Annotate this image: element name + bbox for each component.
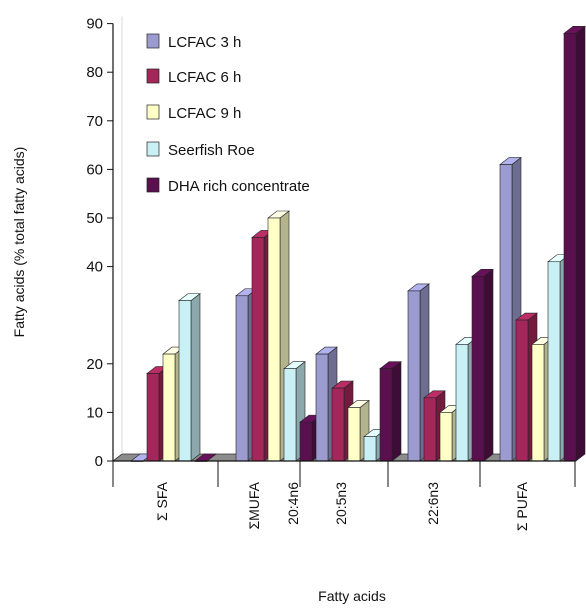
bar-front-face <box>423 397 437 462</box>
bar-side-face <box>190 293 201 462</box>
legend-label: LCFAC 6 h <box>168 69 241 86</box>
bar-front-face <box>563 33 577 462</box>
y-axis-title: Fatty acids (% total fatty acids) <box>11 147 27 338</box>
legend-label: Seerfish Roe <box>168 142 255 159</box>
legend-swatch <box>146 104 160 120</box>
legend-label: LCFAC 9 h <box>168 105 241 122</box>
bar-front-face <box>299 421 313 462</box>
y-tick-label: 40 <box>86 259 103 276</box>
bar-front-face <box>547 261 561 462</box>
bar-side-face <box>391 361 402 462</box>
legend-swatch <box>146 141 160 157</box>
x-axis-title: Fatty acids <box>318 588 386 604</box>
legend-item: DHA rich concentrate <box>146 177 310 195</box>
legend-label: DHA rich concentrate <box>168 178 310 195</box>
bar-front-face <box>499 164 513 462</box>
y-tick-label: 50 <box>86 210 103 227</box>
bar <box>499 156 522 462</box>
legend-label: LCFAC 3 h <box>168 34 241 51</box>
y-tick-label: 20 <box>86 356 103 373</box>
y-tick-label: 90 <box>86 16 103 33</box>
bar-front-face <box>363 436 377 462</box>
bar-front-face <box>455 344 469 462</box>
x-axis: Σ SFA ΣMUFA 20:4n6 20:5n3 22:6n3 Σ PUFA <box>112 460 576 531</box>
bar-front-face <box>471 276 485 462</box>
legend-swatch <box>146 33 160 49</box>
bar-side-face <box>483 268 494 462</box>
bar-side-face <box>575 25 586 462</box>
legend-swatch <box>146 68 160 84</box>
bar-front-face <box>146 373 160 462</box>
bar-front-face <box>515 319 529 462</box>
x-category-label: 22:6n3 <box>425 482 441 525</box>
bar-front-face <box>315 353 329 462</box>
x-category-label: Σ SFA <box>154 481 170 521</box>
legend: LCFAC 3 h LCFAC 6 h LCFAC 9 h Seerfish Roe D… <box>146 33 310 195</box>
x-category-label: 20:4n6 <box>285 482 301 525</box>
y-tick-label: 70 <box>86 113 103 130</box>
y-tick-label: 0 <box>95 453 103 470</box>
bar <box>379 361 402 462</box>
legend-swatch <box>146 177 160 193</box>
y-tick-label: 60 <box>86 161 103 178</box>
y-tick-label: 80 <box>86 64 103 81</box>
bar-front-face <box>407 290 421 462</box>
bar-front-face <box>178 300 192 462</box>
y-axis: 0 10 20 40 50 60 70 80 90 <box>86 16 114 470</box>
bar-front-face <box>283 368 297 462</box>
bar-front-face <box>251 237 265 462</box>
bar-front-face <box>439 412 453 462</box>
legend-item: Seerfish Roe <box>146 141 255 159</box>
bar-front-face <box>531 344 545 462</box>
bar <box>146 365 169 462</box>
bar <box>178 293 201 462</box>
bar-front-face <box>379 368 393 462</box>
legend-item: LCFAC 3 h <box>146 33 241 51</box>
bar <box>563 25 586 462</box>
x-category-label: 20:5n3 <box>333 482 349 525</box>
x-category-label: Σ PUFA <box>514 481 530 531</box>
bar-front-face <box>235 295 249 462</box>
bar-front-face <box>267 217 281 462</box>
bar-front-face <box>347 407 361 462</box>
bar-front-face <box>331 387 345 462</box>
legend-item: LCFAC 6 h <box>146 68 241 86</box>
bar-front-face <box>162 353 176 462</box>
bar-series-group <box>130 25 586 462</box>
bar <box>471 268 494 462</box>
y-tick-label: 10 <box>86 404 103 421</box>
x-category-label: ΣMUFA <box>246 481 262 529</box>
legend-item: LCFAC 9 h <box>146 104 241 122</box>
